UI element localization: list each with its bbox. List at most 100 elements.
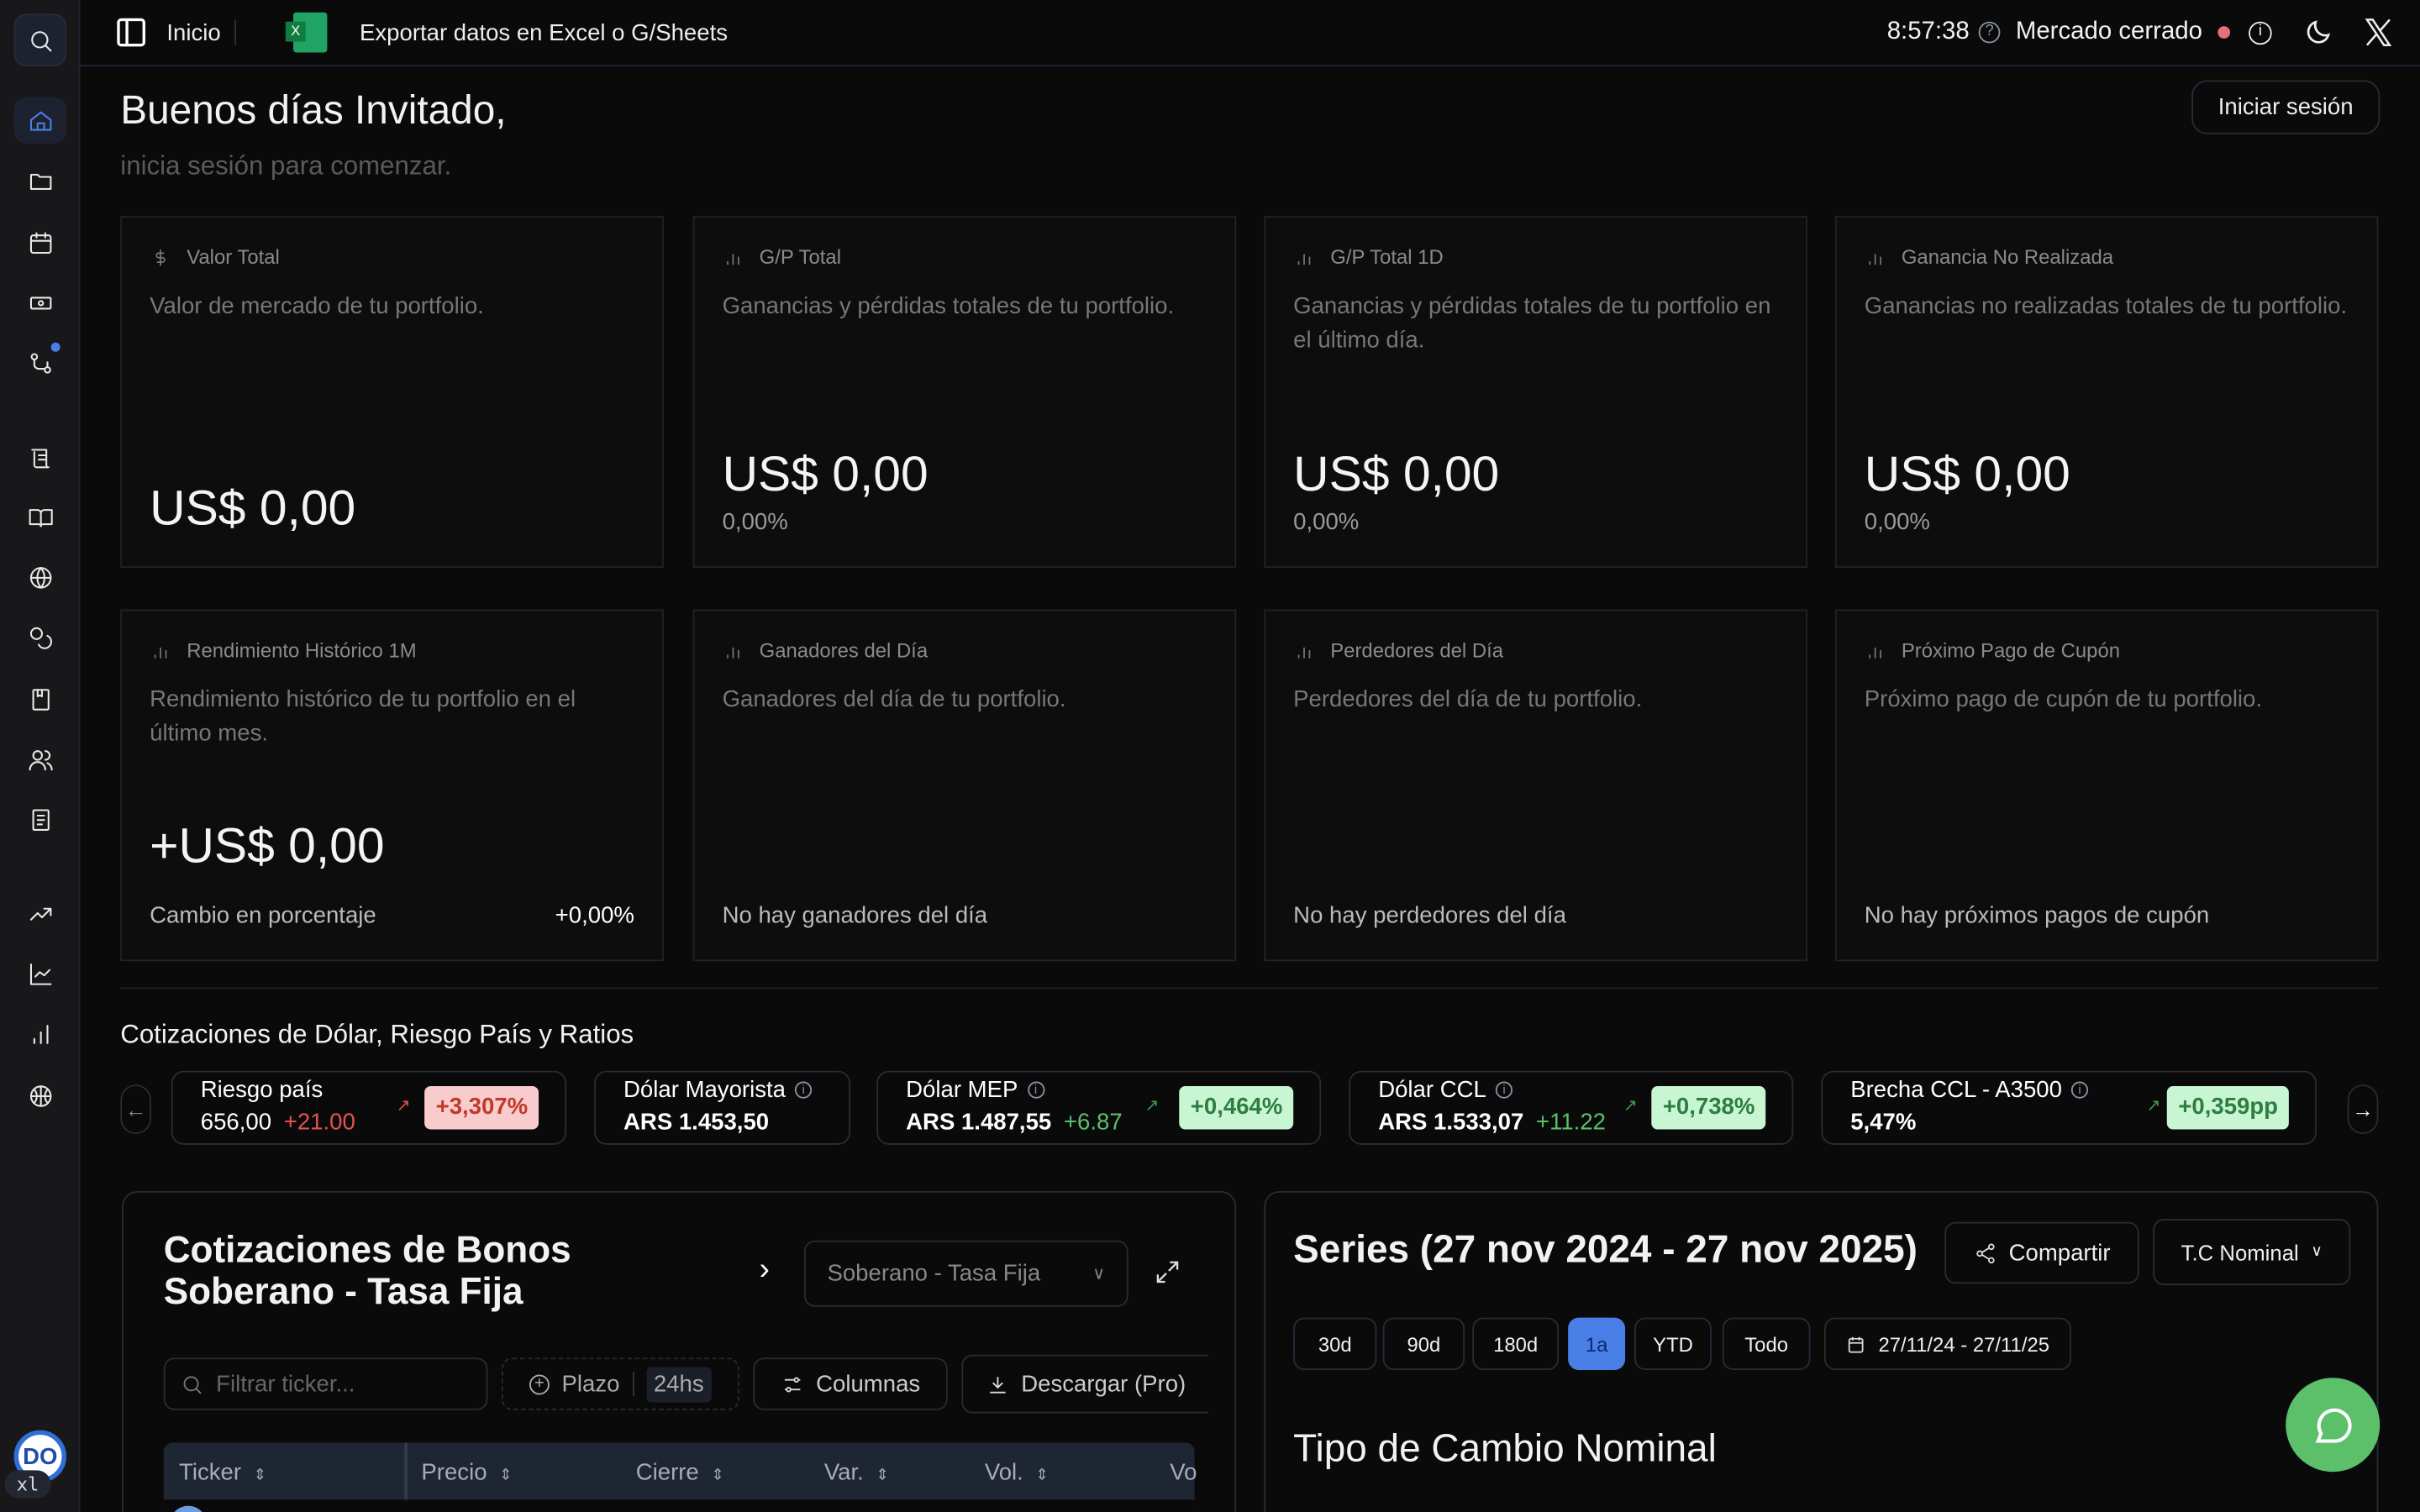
trend-up-icon: ↗ [2146,1096,2161,1116]
card-6: Perdedores del Día Perdedores del día de… [1264,609,1807,962]
card-description: Perdedores del día de tu portfolio. [1293,686,1643,713]
quote-card-dolar-mep[interactable]: Dólar MEP i ARS 1.487,55 +6.87 ↗ +0,464% [876,1070,1322,1145]
folder-icon[interactable] [14,157,66,203]
basketball-icon[interactable] [14,1073,66,1119]
card-2: G/P Total 1D Ganancias y pérdidas totale… [1264,216,1807,568]
expand-icon[interactable] [1153,1257,1182,1287]
chevron-right-icon[interactable]: › [759,1252,770,1287]
bar-chart-icon[interactable] [14,1011,66,1057]
quote-card-riesgo-pais[interactable]: Riesgo país 656,00 +21.00 ↗ +3,307% [171,1070,567,1145]
home-icon [29,110,51,130]
plus-circle-icon: + [529,1373,550,1394]
excel-icon[interactable]: X [285,12,329,53]
book-open-icon[interactable] [14,494,66,540]
notebook-icon[interactable] [14,675,66,722]
file-text-icon[interactable] [14,796,66,843]
range-90d[interactable]: 90d [1382,1317,1465,1371]
column-header[interactable]: Vol. ⇕ [984,1459,1049,1486]
card-title: Valor Total [187,245,280,269]
share-button[interactable]: Compartir [1944,1221,2139,1284]
bar-chart-icon [1869,646,1881,658]
info-icon[interactable]: i [2070,1081,2089,1099]
market-status: Mercado cerrado [2015,18,2203,45]
range-Todo[interactable]: Todo [1722,1317,1811,1371]
sidebar-item-home[interactable] [13,97,66,144]
card-3: Ganancia No Realizada Ganancias no reali… [1834,216,2379,568]
range-30d[interactable]: 30d [1293,1317,1377,1371]
plazo-filter[interactable]: + Plazo 24hs [501,1357,739,1410]
info-icon[interactable]: i [2249,20,2272,45]
sliders-icon [784,1376,800,1392]
change-value: +0,00% [555,902,634,929]
pct-badge: +3,307% [424,1086,539,1130]
column-header[interactable]: Cierre ⇕ [635,1459,724,1486]
card-1: G/P Total Ganancias y pérdidas totales d… [692,216,1237,568]
login-button[interactable]: Iniciar sesión [2191,80,2381,134]
quote-card-dolar-mayorista[interactable]: Dólar Mayorista i ARS 1.453,50 [594,1070,851,1145]
card-value: US$ 0,00 [1293,445,1500,501]
bar-chart-icon [1297,253,1311,265]
quote-card-dolar-ccl[interactable]: Dólar CCL i ARS 1.533,07 +11.22 ↗ +0,738% [1349,1070,1794,1145]
column-header[interactable]: Ticker ⇕ [179,1459,267,1486]
card-title: Ganadores del Día [759,638,929,662]
trend-up-icon: ↗ [1144,1096,1160,1116]
breadcrumb-home[interactable]: Inicio [166,18,221,46]
quote-card-brecha[interactable]: Brecha CCL - A3500 i 5,47% ↗ +0,359pp [1821,1070,2317,1145]
range-1a[interactable]: 1a [1568,1317,1626,1371]
search-icon[interactable] [13,13,66,66]
empty-message: No hay próximos pagos de cupón [1864,902,2210,929]
info-icon[interactable]: i [794,1081,813,1099]
download-button[interactable]: Descargar (Pro) [961,1354,1209,1414]
page-subtitle: inicia sesión para comenzar. [120,150,452,181]
range-YTD[interactable]: YTD [1634,1317,1712,1371]
card-description: Rendimiento histórico de tu portfolio en… [150,686,576,747]
calendar-icon[interactable] [14,219,66,265]
card-title: Ganancia No Realizada [1901,245,2114,269]
bond-type-select[interactable]: Soberano - Tasa Fija ∨ [803,1240,1128,1307]
ticket-icon[interactable] [14,279,66,325]
users-icon[interactable] [14,736,66,782]
globe-icon[interactable] [14,554,66,600]
card-value: US$ 0,00 [1864,445,2070,501]
share-icon [1975,1242,1994,1263]
top-bar: Inicio X Exportar datos en Excel o G/She… [80,0,2420,66]
x-twitter-icon[interactable] [2361,15,2395,49]
scroll-right-button[interactable]: → [2347,1084,2379,1134]
chat-icon [2314,1407,2351,1442]
info-icon[interactable]: i [1027,1081,1044,1099]
search-icon [183,1375,202,1394]
bar-chart-icon [727,253,739,265]
chat-button[interactable] [2286,1378,2381,1473]
scroll-icon[interactable] [14,433,66,480]
card-0: Valor Total Valor de mercado de tu portf… [120,216,664,568]
line-chart-icon[interactable] [14,950,66,996]
trending-up-icon[interactable] [14,890,66,937]
coins-icon[interactable] [14,614,66,660]
filter-ticker-input[interactable]: Filtrar ticker... [163,1357,488,1410]
scroll-left-button[interactable]: ← [120,1084,151,1134]
series-panel [1264,1190,2379,1512]
moon-icon[interactable] [2302,17,2333,48]
sidebar-toggle-icon[interactable] [114,15,148,49]
card-value: US$ 0,00 [722,445,929,501]
export-link[interactable]: Exportar datos en Excel o G/Sheets [360,18,729,46]
column-header[interactable]: Vo [1170,1459,1197,1486]
date-range-picker[interactable]: 27/11/24 - 27/11/25 [1824,1317,2071,1371]
columns-button[interactable]: Columnas [753,1357,948,1410]
status-dot [2217,26,2231,39]
help-icon[interactable]: ? [1978,21,2001,44]
column-header[interactable]: Precio ⇕ [421,1459,513,1486]
sidebar: DO xl [0,0,81,1512]
pct-badge: +0,359pp [2167,1086,2289,1130]
card-title: Próximo Pago de Cupón [1901,638,2121,662]
card-description: Valor de mercado de tu portfolio. [150,292,484,320]
range-180d[interactable]: 180d [1472,1317,1560,1371]
series-type-select[interactable]: T.C Nominal ∨ [2153,1219,2351,1285]
chevron-down-icon: ∨ [1092,1265,1106,1284]
git-compare-icon[interactable] [14,339,66,386]
column-header[interactable]: Var. ⇕ [823,1459,889,1486]
card-description: Próximo pago de cupón de tu portfolio. [1864,686,2263,713]
info-icon[interactable]: i [1495,1081,1513,1099]
logo-badge: xl [4,1470,51,1499]
pct-badge: +0,738% [1651,1086,1766,1130]
